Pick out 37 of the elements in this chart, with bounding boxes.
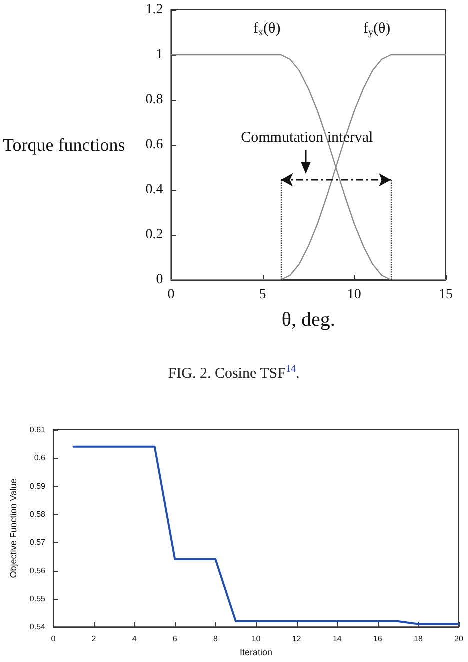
y-tick-label: 0.56	[30, 566, 46, 576]
y-tick-label: 0.61	[30, 426, 46, 434]
x-tick-label: 20	[454, 634, 464, 644]
y-tick-label: 0.58	[30, 510, 46, 519]
line-series	[72, 446, 460, 626]
y-tick-label: 1	[156, 48, 164, 62]
caption: FIG. 2. Cosine TSF$^{14}$.	[167, 364, 301, 383]
x-tick-label: 14	[332, 634, 342, 644]
x-tick-label: 5	[259, 288, 266, 302]
x-tick-label: 15	[439, 288, 453, 302]
annotation: Commutation interval	[241, 130, 374, 148]
y-tick-label: 0.54	[30, 622, 46, 632]
x-axis-title: Iteration	[240, 648, 272, 658]
y-tick-label: 0.6	[146, 138, 164, 152]
y-tick-label: 0.57	[30, 538, 46, 548]
y-tick-label: 0.55	[30, 594, 46, 604]
y-axis-title: Objective Function Value	[8, 478, 18, 578]
x-tick-label: 10	[252, 634, 262, 644]
y-tick-label: 0.8	[146, 92, 164, 108]
x-tick-label: 10	[347, 288, 362, 302]
x-axis-title: θ, deg.	[282, 309, 336, 331]
y-tick-label: 0.6	[34, 454, 46, 463]
x-tick-label: 8	[213, 634, 218, 644]
y-tick-label: 0	[156, 272, 164, 288]
y-tick-label: 0.4	[146, 182, 164, 198]
y-axis-title: Torque functions	[2, 135, 126, 155]
x-tick-label: 18	[414, 634, 424, 644]
x-tick-label: 12	[292, 634, 302, 644]
x-tick-label: 4	[132, 634, 138, 644]
x-tick-label: 2	[92, 634, 97, 644]
x-tick-label: 0	[51, 634, 56, 644]
y-tick-label: 0.2	[146, 228, 164, 242]
x-tick-label: 6	[172, 634, 178, 644]
x-tick-label: 16	[373, 634, 383, 644]
x-tick-label: 0	[168, 288, 175, 302]
y-tick-label: 0.59	[30, 482, 46, 491]
y-tick-label: 1.2	[146, 2, 164, 18]
